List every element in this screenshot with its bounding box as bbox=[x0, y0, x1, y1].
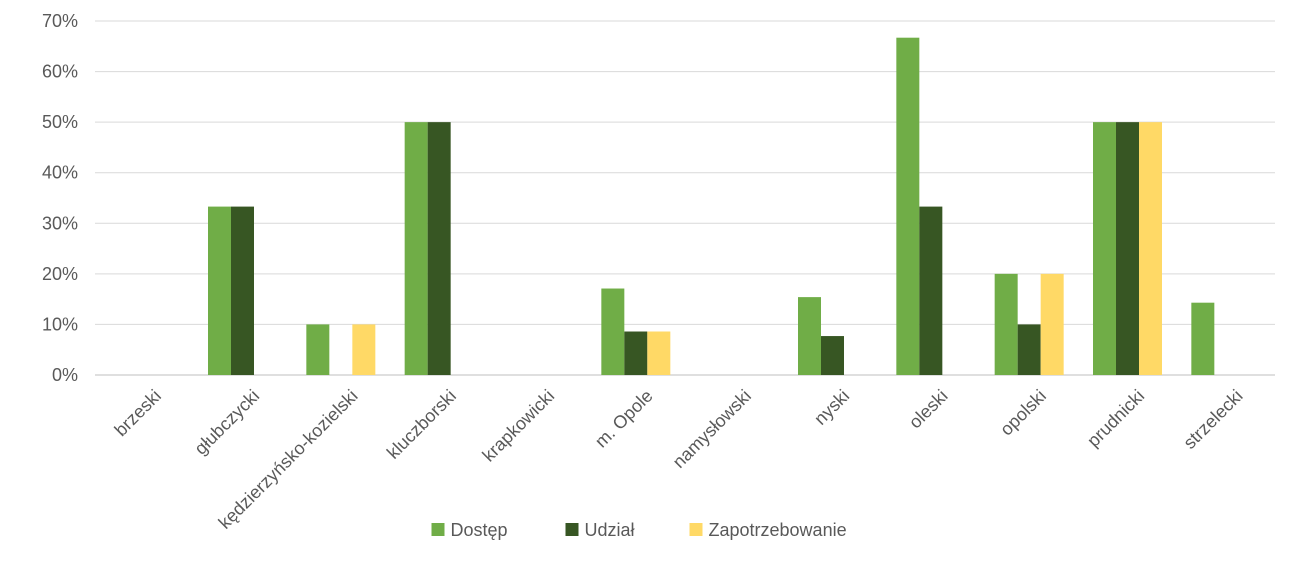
x-tick-label: opolski bbox=[996, 386, 1050, 440]
x-tick-label: nyski bbox=[810, 386, 853, 429]
bar-zapotrzebowanie bbox=[1040, 273, 1064, 375]
bar-udział bbox=[231, 206, 254, 375]
legend-swatch bbox=[565, 523, 579, 536]
x-tick-label: prudnicki bbox=[1083, 386, 1148, 451]
legend-swatch bbox=[431, 523, 445, 536]
legend-label: Dostęp bbox=[451, 520, 508, 540]
legend-swatch bbox=[689, 523, 703, 536]
y-axis: 0% 10% 20% 30% 40% 50% 60% 70% bbox=[42, 11, 78, 385]
x-tick-label: brzeski bbox=[111, 386, 165, 440]
y-tick-label: 10% bbox=[42, 314, 78, 334]
x-tick-label: strzelecki bbox=[1179, 386, 1246, 453]
legend: Dostęp Udział Zapotrzebowanie bbox=[431, 520, 847, 540]
legend-label: Udział bbox=[585, 520, 635, 540]
bar-dostęp bbox=[798, 297, 821, 375]
gridlines bbox=[95, 20, 1275, 376]
bar-zapotrzebowanie bbox=[647, 331, 671, 375]
legend-label: Zapotrzebowanie bbox=[709, 520, 847, 540]
x-tick-label: krapkowicki bbox=[478, 386, 558, 466]
bar-dostęp bbox=[601, 288, 625, 375]
bar-zapotrzebowanie bbox=[1139, 122, 1162, 376]
x-tick-label: namysłowski bbox=[669, 386, 755, 472]
bar-zapotrzebowanie bbox=[352, 324, 376, 375]
bar-udział bbox=[919, 206, 943, 375]
bar-dostęp bbox=[404, 122, 428, 376]
bar-udział bbox=[624, 331, 648, 375]
bar-dostęp bbox=[1191, 302, 1215, 375]
y-tick-label: 40% bbox=[42, 163, 78, 183]
y-tick-label: 0% bbox=[52, 365, 78, 385]
x-tick-label: oleski bbox=[905, 386, 952, 433]
x-tick-label: m. Opole bbox=[591, 386, 657, 452]
x-axis: brzeski głubczyckikędzierzyńsko-kozielski… bbox=[111, 386, 1247, 533]
bar-udział bbox=[1017, 324, 1041, 375]
bar-dostęp bbox=[306, 324, 330, 375]
y-tick-label: 50% bbox=[42, 112, 78, 132]
x-tick-label: głubczycki bbox=[190, 386, 263, 459]
bars bbox=[208, 37, 1215, 376]
bar-dostęp bbox=[896, 37, 920, 376]
bar-udział bbox=[821, 336, 844, 375]
x-tick-label: kluczborski bbox=[383, 386, 460, 463]
bar-dostęp bbox=[1093, 122, 1116, 376]
y-tick-label: 20% bbox=[42, 264, 78, 284]
y-tick-label: 30% bbox=[42, 213, 78, 233]
y-tick-label: 70% bbox=[42, 11, 78, 31]
bar-dostęp bbox=[208, 206, 231, 375]
bar-udział bbox=[1116, 122, 1139, 376]
bar-dostęp bbox=[994, 273, 1018, 375]
y-tick-label: 60% bbox=[42, 62, 78, 82]
bar-udział bbox=[427, 122, 451, 376]
